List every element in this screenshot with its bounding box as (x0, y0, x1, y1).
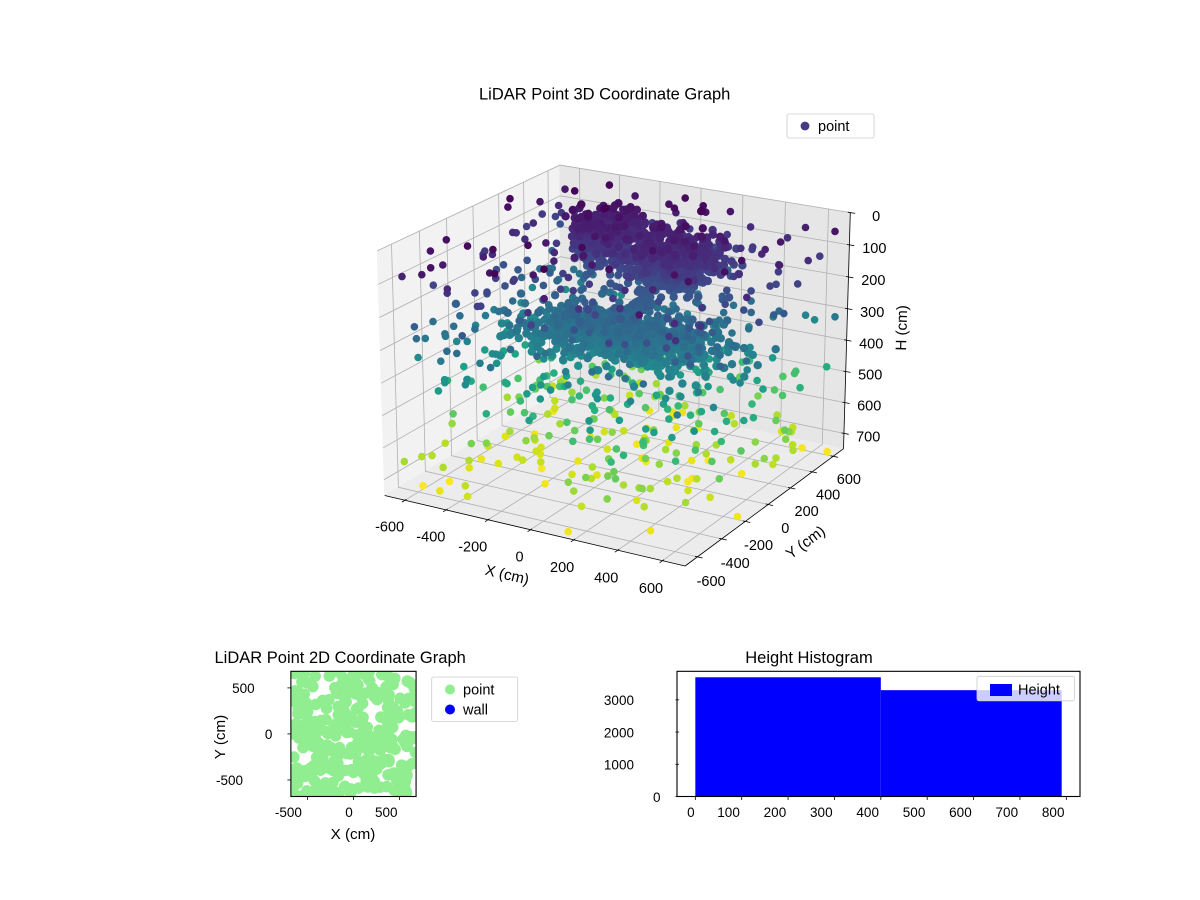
svg-text:200: 200 (550, 560, 574, 576)
svg-text:200: 200 (861, 273, 885, 289)
svg-text:2000: 2000 (604, 725, 634, 740)
svg-text:-600: -600 (375, 519, 404, 535)
svg-text:700: 700 (856, 429, 880, 445)
svg-text:400: 400 (816, 488, 840, 504)
svg-text:-500: -500 (216, 773, 243, 788)
svg-text:0: 0 (516, 550, 524, 566)
svg-text:400: 400 (856, 805, 879, 820)
svg-text:-600: -600 (697, 574, 726, 590)
svg-text:300: 300 (810, 805, 833, 820)
svg-text:3000: 3000 (604, 693, 634, 708)
svg-text:600: 600 (949, 805, 972, 820)
svg-text:0: 0 (653, 790, 661, 805)
svg-text:Height Histogram: Height Histogram (745, 649, 872, 667)
svg-text:0: 0 (345, 805, 353, 820)
svg-text:700: 700 (996, 805, 1019, 820)
svg-text:-400: -400 (721, 556, 750, 572)
svg-text:wall: wall (462, 703, 488, 719)
svg-text:300: 300 (860, 305, 884, 321)
svg-text:600: 600 (837, 472, 861, 488)
svg-text:600: 600 (857, 399, 881, 415)
svg-text:0: 0 (781, 521, 789, 537)
svg-text:500: 500 (375, 805, 398, 820)
svg-text:200: 200 (764, 805, 787, 820)
svg-text:1000: 1000 (604, 758, 634, 773)
svg-text:0: 0 (687, 805, 695, 820)
svg-text:500: 500 (858, 368, 882, 384)
svg-text:Y (cm): Y (cm) (212, 715, 229, 759)
svg-text:0: 0 (872, 209, 880, 225)
svg-text:Height: Height (1018, 683, 1060, 699)
svg-text:X (cm): X (cm) (331, 826, 376, 843)
svg-text:-500: -500 (275, 805, 302, 820)
svg-text:point: point (818, 119, 849, 135)
svg-text:-400: -400 (416, 529, 445, 545)
svg-text:200: 200 (795, 504, 819, 520)
svg-text:100: 100 (717, 805, 740, 820)
svg-text:100: 100 (862, 241, 886, 257)
svg-text:600: 600 (639, 581, 663, 597)
svg-text:0: 0 (265, 727, 273, 742)
svg-text:H (cm): H (cm) (893, 305, 911, 351)
svg-text:400: 400 (594, 570, 618, 586)
svg-text:-200: -200 (744, 538, 773, 554)
svg-text:point: point (463, 683, 494, 699)
svg-text:LiDAR Point 2D Coordinate Grap: LiDAR Point 2D Coordinate Graph (215, 649, 466, 667)
svg-text:500: 500 (903, 805, 926, 820)
svg-text:-200: -200 (458, 539, 487, 555)
svg-text:400: 400 (859, 336, 883, 352)
svg-text:500: 500 (232, 681, 255, 696)
svg-text:LiDAR Point 3D Coordinate Grap: LiDAR Point 3D Coordinate Graph (479, 86, 730, 104)
svg-text:800: 800 (1042, 805, 1065, 820)
